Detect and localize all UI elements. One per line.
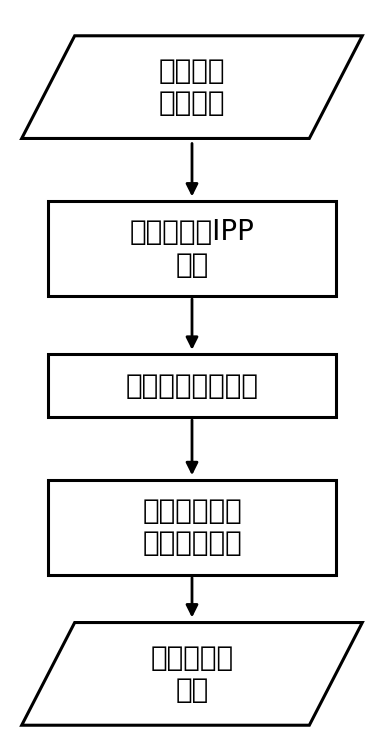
- Text: 加入空间约束信息: 加入空间约束信息: [126, 372, 258, 400]
- Text: 电离层观
测量读取: 电离层观 测量读取: [159, 57, 225, 118]
- Text: 电离层格网
输出: 电离层格网 输出: [151, 644, 233, 704]
- Bar: [48, 201, 336, 296]
- Polygon shape: [22, 622, 362, 725]
- Polygon shape: [22, 35, 362, 138]
- Bar: [48, 355, 336, 417]
- Bar: [48, 480, 336, 575]
- Text: 格网点周围IPP
搜索: 格网点周围IPP 搜索: [129, 218, 255, 279]
- Text: 克里金空间内
插估计格网点: 克里金空间内 插估计格网点: [142, 497, 242, 557]
